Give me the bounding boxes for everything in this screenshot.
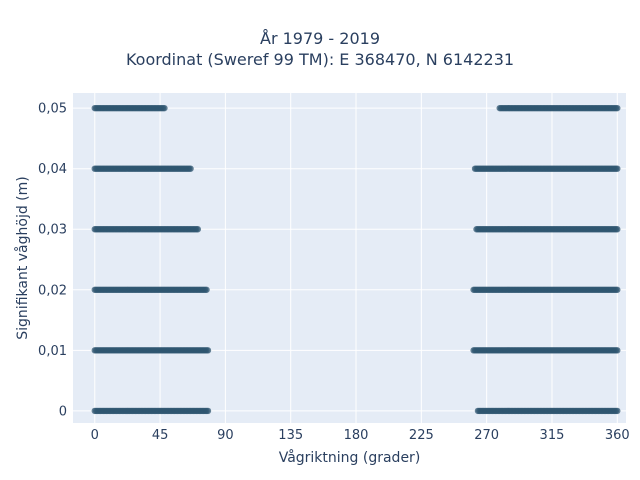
x-tick-label: 225 — [409, 428, 434, 443]
plot-area-background — [73, 93, 626, 423]
x-tick-label: 135 — [278, 428, 303, 443]
x-tick-label: 315 — [540, 428, 565, 443]
y-tick-label: 0,03 — [38, 223, 67, 238]
data-point — [614, 407, 621, 415]
x-tick-label: 180 — [344, 428, 369, 443]
data-point — [614, 104, 621, 112]
data-point — [614, 165, 621, 172]
data-point — [161, 104, 168, 112]
x-tick-label: 360 — [605, 428, 630, 443]
data-point — [194, 226, 202, 233]
data-point — [614, 347, 621, 354]
data-points — [91, 104, 621, 415]
data-point — [204, 347, 212, 354]
x-tick-label: 0 — [91, 428, 99, 443]
y-tick-label: 0,05 — [38, 102, 67, 117]
data-point — [614, 226, 621, 233]
y-tick-label: 0 — [59, 404, 67, 419]
data-point — [187, 165, 194, 172]
y-tick-label: 0,04 — [38, 162, 67, 177]
y-tick-label: 0,02 — [38, 283, 67, 298]
data-point — [203, 286, 210, 293]
x-axis-label: Vågriktning (grader) — [279, 449, 421, 466]
x-tick-label: 45 — [152, 428, 169, 443]
data-point — [614, 286, 621, 293]
chart-title-coordinate: Koordinat (Sweref 99 TM): E 368470, N 61… — [125, 50, 515, 69]
x-tick-label: 90 — [217, 428, 234, 443]
y-axis-label: Signifikant våghöjd (m) — [14, 176, 31, 339]
y-tick-label: 0,01 — [38, 344, 67, 359]
x-tick-label: 270 — [474, 428, 499, 443]
chart-title-year: År 1979 - 2019 — [260, 29, 380, 48]
tick-labels: 0 45 90 135 180 225 270 315 360 0 0,01 0,02 0,03 0,04… — [38, 102, 630, 443]
data-point — [204, 407, 212, 415]
